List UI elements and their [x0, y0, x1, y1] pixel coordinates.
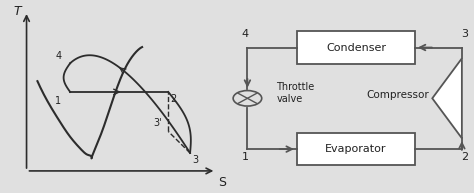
- Text: 2: 2: [461, 152, 468, 162]
- Text: 3': 3': [153, 118, 162, 128]
- Text: 4: 4: [55, 51, 62, 61]
- Text: 3: 3: [192, 155, 199, 165]
- FancyBboxPatch shape: [297, 133, 415, 165]
- Text: 1: 1: [55, 96, 62, 106]
- Text: Evaporator: Evaporator: [325, 144, 387, 154]
- Text: T: T: [13, 5, 21, 18]
- Polygon shape: [432, 58, 462, 138]
- Text: Throttle
valve: Throttle valve: [276, 82, 315, 104]
- Text: S: S: [219, 176, 227, 189]
- Text: 1: 1: [241, 152, 248, 162]
- Text: 3: 3: [461, 29, 468, 39]
- Text: 2: 2: [171, 94, 177, 104]
- Text: Compressor: Compressor: [366, 90, 429, 100]
- Text: Condenser: Condenser: [326, 42, 386, 52]
- FancyBboxPatch shape: [297, 31, 415, 64]
- Text: 4: 4: [241, 29, 248, 39]
